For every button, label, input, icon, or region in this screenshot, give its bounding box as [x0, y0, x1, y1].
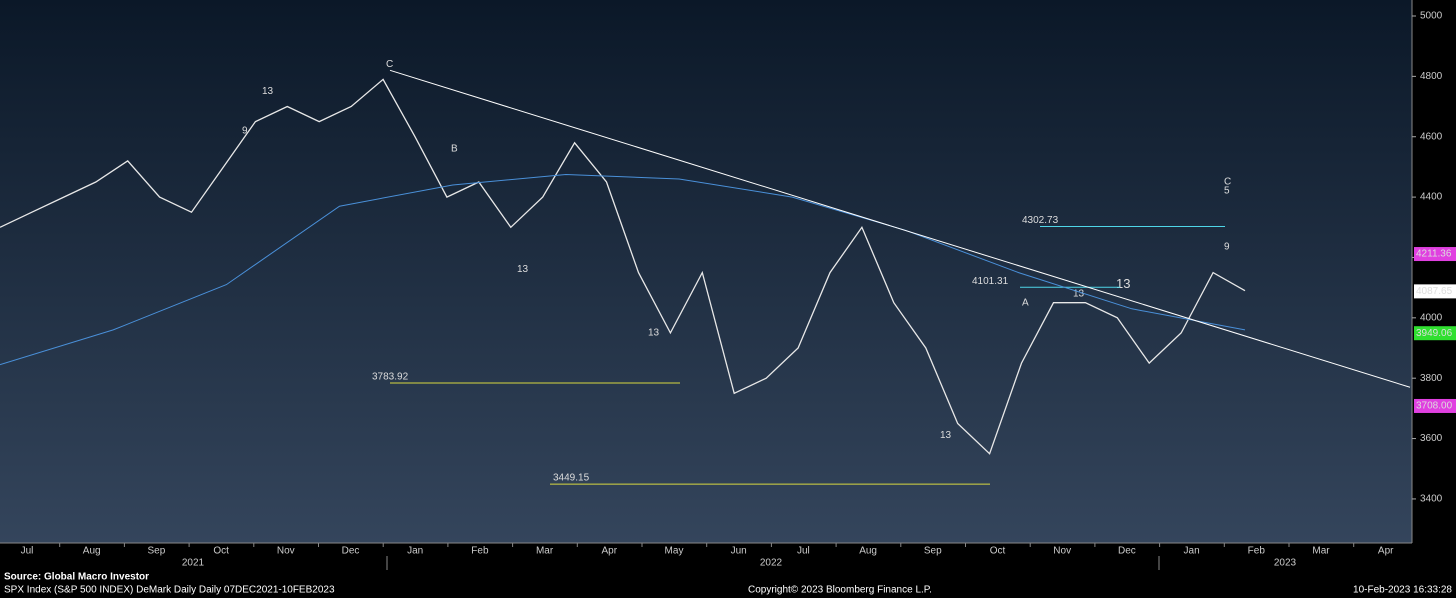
price-line — [0, 78, 1246, 455]
annotation: 13 — [517, 264, 529, 275]
level-label: 4101.31 — [972, 276, 1009, 287]
x-tick-label: Aug — [83, 546, 101, 557]
price-tag-label: 4211.36 — [1416, 249, 1452, 260]
y-tick-label: 3800 — [1420, 373, 1443, 384]
y-tick-label: 3600 — [1420, 433, 1443, 444]
price-tag — [1414, 284, 1456, 299]
moving-average — [0, 173, 1246, 366]
annotation: 13 — [648, 328, 660, 339]
price-tag-label: 3708.00 — [1416, 401, 1453, 412]
y-tick-label: 4400 — [1420, 192, 1443, 203]
x-tick-label: Sep — [148, 546, 166, 557]
x-axis-background — [0, 543, 1456, 571]
timestamp: 10-Feb-2023 16:33:28 — [1353, 585, 1452, 596]
annotation: 13 — [262, 86, 274, 97]
year-label: 2023 — [1274, 558, 1297, 569]
level-label: 3449.15 — [553, 473, 590, 484]
annotation: 9 — [1224, 242, 1230, 253]
price-tag — [1414, 326, 1456, 341]
price-tag-label: 3949.06 — [1416, 328, 1453, 339]
annotation: 5 — [1224, 186, 1230, 197]
annotation: A — [1022, 297, 1029, 308]
x-tick-label: Apr — [602, 546, 618, 557]
x-tick-label: Apr — [1378, 546, 1394, 557]
x-tick-label: Feb — [471, 546, 489, 557]
y-tick-label: 4000 — [1420, 312, 1443, 323]
x-tick-label: Oct — [990, 546, 1006, 557]
year-label: 2021 — [182, 558, 205, 569]
x-tick-label: May — [665, 546, 684, 557]
price-tag — [1414, 247, 1456, 262]
x-tick-label: Jan — [407, 546, 423, 557]
axis-background — [1412, 0, 1456, 543]
price-tag-label: 4087.65 — [1416, 286, 1453, 297]
y-tick-label: 4800 — [1420, 71, 1443, 82]
y-tick-label: 5000 — [1420, 11, 1443, 22]
level-label: 3783.92 — [372, 372, 409, 383]
annotation: 13 — [1116, 276, 1130, 291]
source: Source: Global Macro Investor — [4, 572, 149, 583]
annotation: 9 — [242, 125, 248, 136]
annotation: B — [451, 143, 458, 154]
plot-background — [0, 0, 1412, 543]
annotation: C — [1224, 177, 1231, 188]
x-tick-label: Jul — [797, 546, 810, 557]
chart-title: SPX Index (S&P 500 INDEX) DeMark Daily D… — [4, 585, 335, 596]
x-tick-label: Jun — [731, 546, 747, 557]
annotation: 13 — [1073, 288, 1085, 299]
annotations: C 13 9 B 13 13 13 A 13 13 C 5 9 — [242, 59, 1231, 441]
x-tick-label: Oct — [213, 546, 229, 557]
x-tick-label: Sep — [924, 546, 942, 557]
x-tick-label: Nov — [277, 546, 295, 557]
x-tick-label: Mar — [1312, 546, 1330, 557]
year-label: 2022 — [760, 558, 783, 569]
x-tick-label: Feb — [1248, 546, 1266, 557]
level-label: 4302.73 — [1022, 215, 1059, 226]
x-tick-label: Nov — [1053, 546, 1071, 557]
x-tick-label: Aug — [859, 546, 877, 557]
copyright: Copyright© 2023 Bloomberg Finance L.P. — [748, 585, 932, 596]
y-tick-label: 4600 — [1420, 131, 1443, 142]
annotation: 13 — [940, 430, 952, 441]
x-tick-label: Dec — [1118, 546, 1136, 557]
annotation: C — [386, 59, 393, 70]
trendline — [389, 69, 1411, 388]
x-tick-label: Dec — [342, 546, 360, 557]
x-tick-label: Mar — [536, 546, 554, 557]
price-tag — [1414, 398, 1456, 413]
x-tick-label: Jan — [1184, 546, 1200, 557]
x-tick-label: Jul — [21, 546, 34, 557]
y-tick-label: 3400 — [1420, 494, 1443, 505]
